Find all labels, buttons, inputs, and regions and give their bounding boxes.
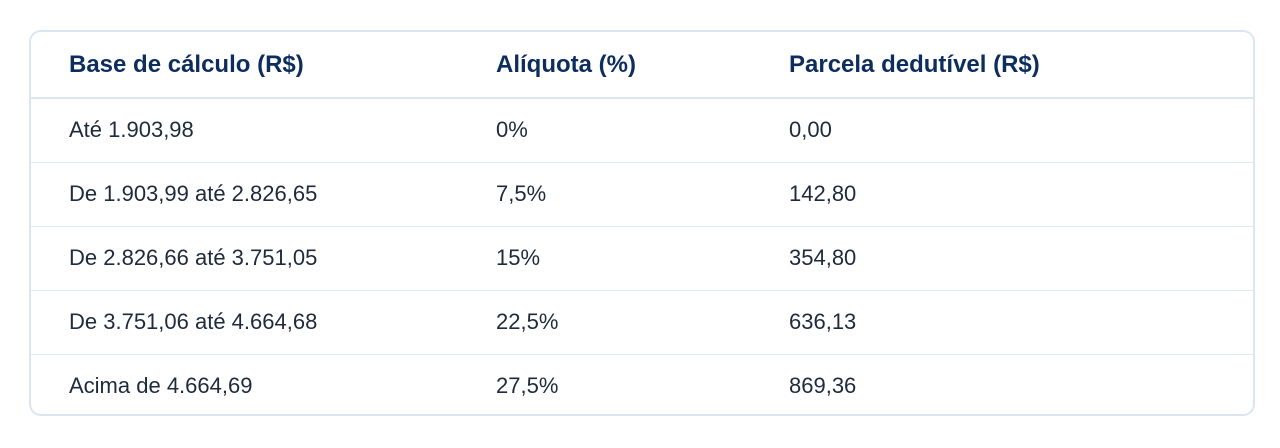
- table-row: De 1.903,99 até 2.826,65 7,5% 142,80: [31, 162, 1253, 227]
- header-base-calculo: Base de cálculo (R$): [31, 32, 496, 99]
- cell-aliquota: 0%: [496, 98, 789, 163]
- cell-base-calculo: De 2.826,66 até 3.751,05: [31, 226, 496, 291]
- table-row: De 3.751,06 até 4.664,68 22,5% 636,13: [31, 290, 1253, 355]
- cell-parcela-dedutivel: 636,13: [789, 290, 1253, 355]
- cell-parcela-dedutivel: 0,00: [789, 98, 1253, 163]
- tax-table: Base de cálculo (R$) Alíquota (%) Parcel…: [31, 32, 1253, 414]
- header-aliquota: Alíquota (%): [496, 32, 789, 99]
- cell-parcela-dedutivel: 869,36: [789, 373, 857, 399]
- cell-base-calculo: De 3.751,06 até 4.664,68: [31, 290, 496, 355]
- cell-aliquota: 22,5%: [496, 290, 789, 355]
- table-row: Acima de 4.664,69 27,5% 869,36: [31, 354, 1253, 414]
- cell-aliquota: 15%: [496, 226, 789, 291]
- table-header: Base de cálculo (R$) Alíquota (%) Parcel…: [31, 32, 1253, 99]
- table-body: Até 1.903,98 0% 0,00 De 1.903,99 até 2.8…: [31, 98, 1253, 414]
- tax-table-card: Base de cálculo (R$) Alíquota (%) Parcel…: [29, 30, 1255, 416]
- header-parcela-dedutivel: Parcela dedutível (R$): [789, 32, 1253, 99]
- cell-parcela-dedutivel: 354,80: [789, 226, 1253, 291]
- cell-base-calculo: Acima de 4.664,69: [69, 373, 253, 399]
- header-row: Base de cálculo (R$) Alíquota (%) Parcel…: [31, 32, 1253, 99]
- cell-aliquota: 7,5%: [496, 162, 789, 227]
- table-row: Até 1.903,98 0% 0,00: [31, 98, 1253, 163]
- table-row: De 2.826,66 até 3.751,05 15% 354,80: [31, 226, 1253, 291]
- cell-base-calculo: Até 1.903,98: [31, 98, 496, 163]
- cell-aliquota: 27,5%: [496, 373, 559, 399]
- cell-base-calculo: De 1.903,99 até 2.826,65: [31, 162, 496, 227]
- cell-parcela-dedutivel: 142,80: [789, 162, 1253, 227]
